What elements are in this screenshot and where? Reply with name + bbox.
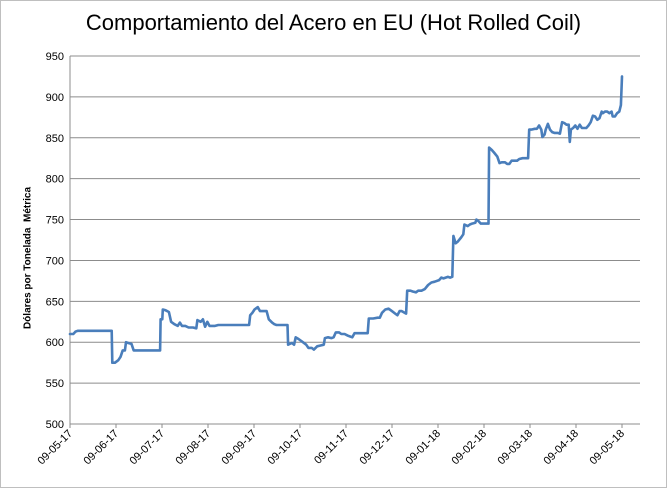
x-tick-label-09-02-18: 09-02-18: [449, 428, 489, 468]
y-tick-label-950: 950: [46, 51, 64, 63]
gridlines: [70, 55, 640, 384]
y-tick-label-700: 700: [46, 255, 64, 267]
x-tick-label-09-04-18: 09-04-18: [541, 428, 581, 468]
x-tick-label-09-05-18: 09-05-18: [587, 428, 627, 468]
x-tick-label-09-09-17: 09-09-17: [219, 428, 259, 468]
y-tick-label-900: 900: [46, 92, 64, 104]
axes: [69, 56, 640, 425]
x-tick-label-09-05-17: 09-05-17: [35, 428, 75, 468]
y-tick-labels: 500 550 600 650 700 750 800 850 900 950: [46, 51, 64, 431]
x-tick-label-09-10-17: 09-10-17: [265, 428, 305, 468]
series-group: [68, 75, 624, 365]
y-tick-label-550: 550: [46, 378, 64, 390]
y-tick-label-500: 500: [46, 419, 64, 431]
x-tick-label-09-08-17: 09-08-17: [173, 428, 213, 468]
x-tick-label-09-01-18: 09-01-18: [403, 428, 443, 468]
y-tick-label-600: 600: [46, 337, 64, 349]
chart-title: Comportamiento del Acero en EU (Hot Roll…: [85, 10, 582, 35]
series-line-0: [68, 75, 624, 365]
y-tick-label-850: 850: [46, 133, 64, 145]
x-tick-labels: 09-05-17 09-06-17 09-07-17 09-08-17 09-09-17…: [35, 424, 627, 467]
x-tick-label-09-06-17: 09-06-17: [81, 428, 121, 468]
x-tick-label-09-11-17: 09-11-17: [312, 428, 351, 467]
y-tick-label-750: 750: [46, 215, 64, 227]
x-tick-label-09-03-18: 09-03-18: [495, 428, 535, 468]
y-tick-label-800: 800: [46, 174, 64, 186]
x-tick-label-09-12-17: 09-12-17: [357, 428, 397, 468]
y-tick-label-650: 650: [46, 296, 64, 308]
x-tick-label-09-07-17: 09-07-17: [127, 428, 167, 468]
